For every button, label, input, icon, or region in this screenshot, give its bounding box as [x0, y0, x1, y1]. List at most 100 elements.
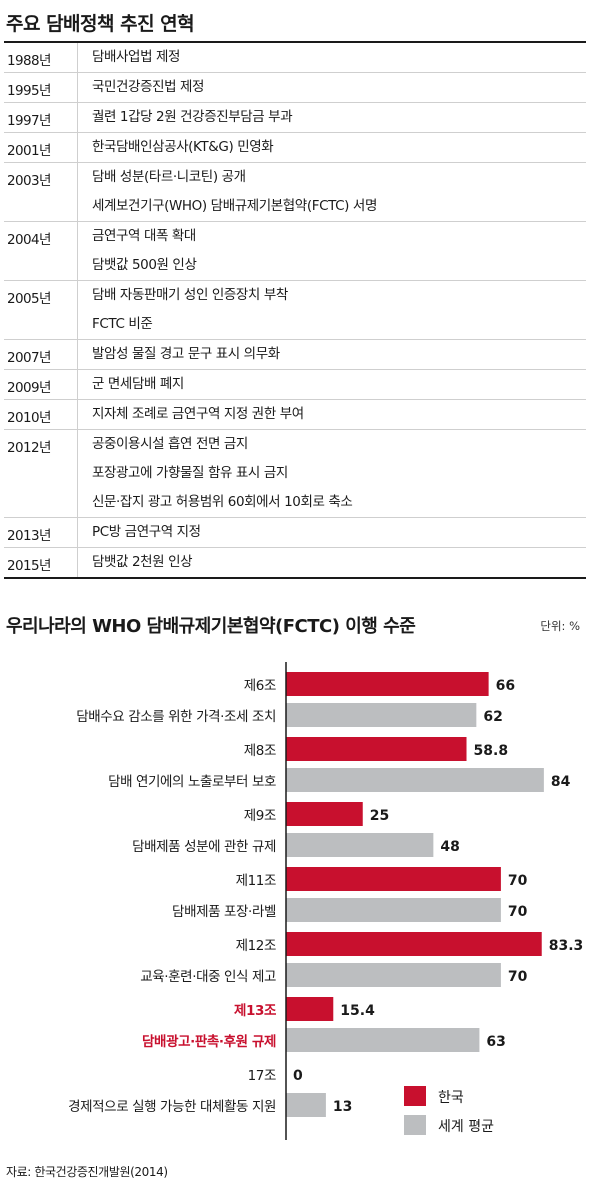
timeline-year: 2005년 [4, 281, 78, 339]
world-bar [286, 1028, 480, 1052]
timeline-events: 지자체 조례로 금연구역 지정 권한 부여 [78, 400, 586, 429]
timeline-year: 2004년 [4, 222, 78, 280]
timeline-event: 군 면세담배 폐지 [92, 376, 184, 392]
timeline-event: 담뱃값 2천원 인상 [92, 554, 193, 570]
korea-value-label: 25 [370, 808, 389, 824]
timeline-events: PC방 금연구역 지정 [78, 518, 586, 547]
korea-value-label: 58.8 [474, 743, 509, 759]
timeline-year: 2003년 [4, 163, 78, 221]
timeline-event: 세계보건기구(WHO) 담배규제기본협약(FCTC) 서명 [92, 198, 377, 214]
timeline-row: 2003년 담배 성분(타르·니코틴) 공개 세계보건기구(WHO) 담배규제기본협… [4, 163, 586, 222]
timeline-event: 국민건강증진법 제정 [92, 79, 205, 95]
timeline-event: 발암성 물질 경고 문구 표시 의무화 [92, 346, 280, 362]
korea-bar [286, 802, 363, 826]
timeline-events: 국민건강증진법 제정 [78, 73, 586, 102]
timeline-events: 담배사업법 제정 [78, 43, 586, 72]
world-value-label: 48 [440, 839, 459, 855]
world-bar [286, 768, 544, 792]
policy-timeline-table: 1988년 담배사업법 제정 1995년 국민건강증진법 제정 1997년 궐련 1갑당 … [4, 41, 586, 579]
timeline-year: 2013년 [4, 518, 78, 547]
korea-value-label: 15.4 [340, 1003, 375, 1019]
legend-label: 세계 평균 [438, 1119, 494, 1135]
timeline-row: 2012년 공중이용시설 흡연 전면 금지 포장광고에 가향물질 함유 표시 금지 신… [4, 430, 586, 518]
timeline-year: 2009년 [4, 370, 78, 399]
timeline-row: 2010년 지자체 조례로 금연구역 지정 권한 부여 [4, 400, 586, 430]
timeline-year: 2001년 [4, 133, 78, 162]
world-bar [286, 963, 501, 987]
article-label: 제9조 [244, 808, 276, 824]
timeline-event: 담뱃값 500원 인상 [92, 257, 197, 273]
timeline-events: 발암성 물질 경고 문구 표시 의무화 [78, 340, 586, 369]
article-description: 담배제품 성분에 관한 규제 [132, 839, 276, 855]
timeline-events: 공중이용시설 흡연 전면 금지 포장광고에 가향물질 함유 표시 금지 신문·잡지 … [78, 430, 586, 517]
legend-swatch [404, 1086, 426, 1106]
korea-bar [286, 867, 501, 891]
timeline-row: 2009년 군 면세담배 폐지 [4, 370, 586, 400]
world-bar [286, 703, 477, 727]
timeline-row: 2007년 발암성 물질 경고 문구 표시 의무화 [4, 340, 586, 370]
world-value-label: 62 [483, 709, 502, 725]
timeline-row: 2015년 담뱃값 2천원 인상 [4, 548, 586, 579]
timeline-event: 금연구역 대폭 확대 [92, 228, 196, 244]
timeline-events: 궐련 1갑당 2원 건강증진부담금 부과 [78, 103, 586, 132]
article-label: 17조 [248, 1068, 276, 1084]
timeline-event: 지자체 조례로 금연구역 지정 권한 부여 [92, 406, 304, 422]
timeline-row: 2004년 금연구역 대폭 확대 담뱃값 500원 인상 [4, 222, 586, 281]
korea-value-label: 83.3 [549, 938, 584, 954]
world-value-label: 84 [551, 774, 571, 790]
timeline-event: 담배 자동판매기 성인 인증장치 부착 [92, 287, 288, 303]
timeline-year: 1995년 [4, 73, 78, 102]
world-value-label: 70 [508, 969, 528, 985]
legend-label: 한국 [438, 1090, 464, 1106]
world-value-label: 63 [486, 1034, 505, 1050]
source-note: 자료: 한국건강증진개발원(2014) [6, 1165, 168, 1179]
timeline-row: 1988년 담배사업법 제정 [4, 43, 586, 73]
timeline-year: 2007년 [4, 340, 78, 369]
world-bar [286, 1093, 326, 1117]
timeline-event: 신문·잡지 광고 허용범위 60회에서 10회로 축소 [92, 494, 353, 510]
timeline-row: 1995년 국민건강증진법 제정 [4, 73, 586, 103]
korea-bar [286, 672, 489, 696]
article-label: 제8조 [244, 743, 276, 759]
timeline-event: 담배사업법 제정 [92, 49, 181, 65]
world-bar [286, 898, 501, 922]
timeline-row: 2013년 PC방 금연구역 지정 [4, 518, 586, 548]
timeline-year: 1997년 [4, 103, 78, 132]
article-label: 제6조 [244, 678, 276, 694]
korea-value-label: 66 [496, 678, 515, 694]
korea-value-label: 0 [293, 1068, 303, 1084]
article-description: 담배 연기에의 노출로부터 보호 [108, 774, 276, 790]
world-value-label: 13 [333, 1099, 352, 1115]
world-value-label: 70 [508, 904, 528, 920]
timeline-event: PC방 금연구역 지정 [92, 524, 201, 540]
article-description: 담배제품 포장·라벨 [172, 904, 276, 920]
timeline-year: 1988년 [4, 43, 78, 72]
timeline-events: 군 면세담배 폐지 [78, 370, 586, 399]
timeline-event: 포장광고에 가향물질 함유 표시 금지 [92, 465, 288, 481]
article-label: 제12조 [236, 938, 276, 954]
article-label: 제13조 [234, 1003, 277, 1019]
korea-value-label: 70 [508, 873, 528, 889]
timeline-year: 2010년 [4, 400, 78, 429]
timeline-year: 2012년 [4, 430, 78, 517]
timeline-row: 1997년 궐련 1갑당 2원 건강증진부담금 부과 [4, 103, 586, 133]
timeline-year: 2015년 [4, 548, 78, 577]
timeline-events: 담배 성분(타르·니코틴) 공개 세계보건기구(WHO) 담배규제기본협약(FCT… [78, 163, 586, 221]
timeline-title: 주요 담배정책 추진 연혁 [6, 13, 195, 35]
article-description: 담배광고·판촉·후원 규제 [142, 1033, 276, 1050]
legend-swatch [404, 1115, 426, 1135]
timeline-events: 한국담배인삼공사(KT&G) 민영화 [78, 133, 586, 162]
timeline-event: FCTC 비준 [92, 316, 153, 332]
timeline-event: 한국담배인삼공사(KT&G) 민영화 [92, 139, 274, 155]
article-label: 제11조 [236, 873, 276, 889]
article-description: 경제적으로 실행 가능한 대체활동 지원 [68, 1099, 276, 1115]
article-description: 교육·훈련·대중 인식 제고 [140, 969, 276, 985]
timeline-events: 담뱃값 2천원 인상 [78, 548, 586, 577]
chart-title: 우리나라의 WHO 담배규제기본협약(FCTC) 이행 수준 [6, 616, 416, 637]
timeline-events: 담배 자동판매기 성인 인증장치 부착 FCTC 비준 [78, 281, 586, 339]
world-bar [286, 833, 434, 857]
timeline-event: 궐련 1갑당 2원 건강증진부담금 부과 [92, 109, 293, 125]
korea-bar [286, 932, 542, 956]
